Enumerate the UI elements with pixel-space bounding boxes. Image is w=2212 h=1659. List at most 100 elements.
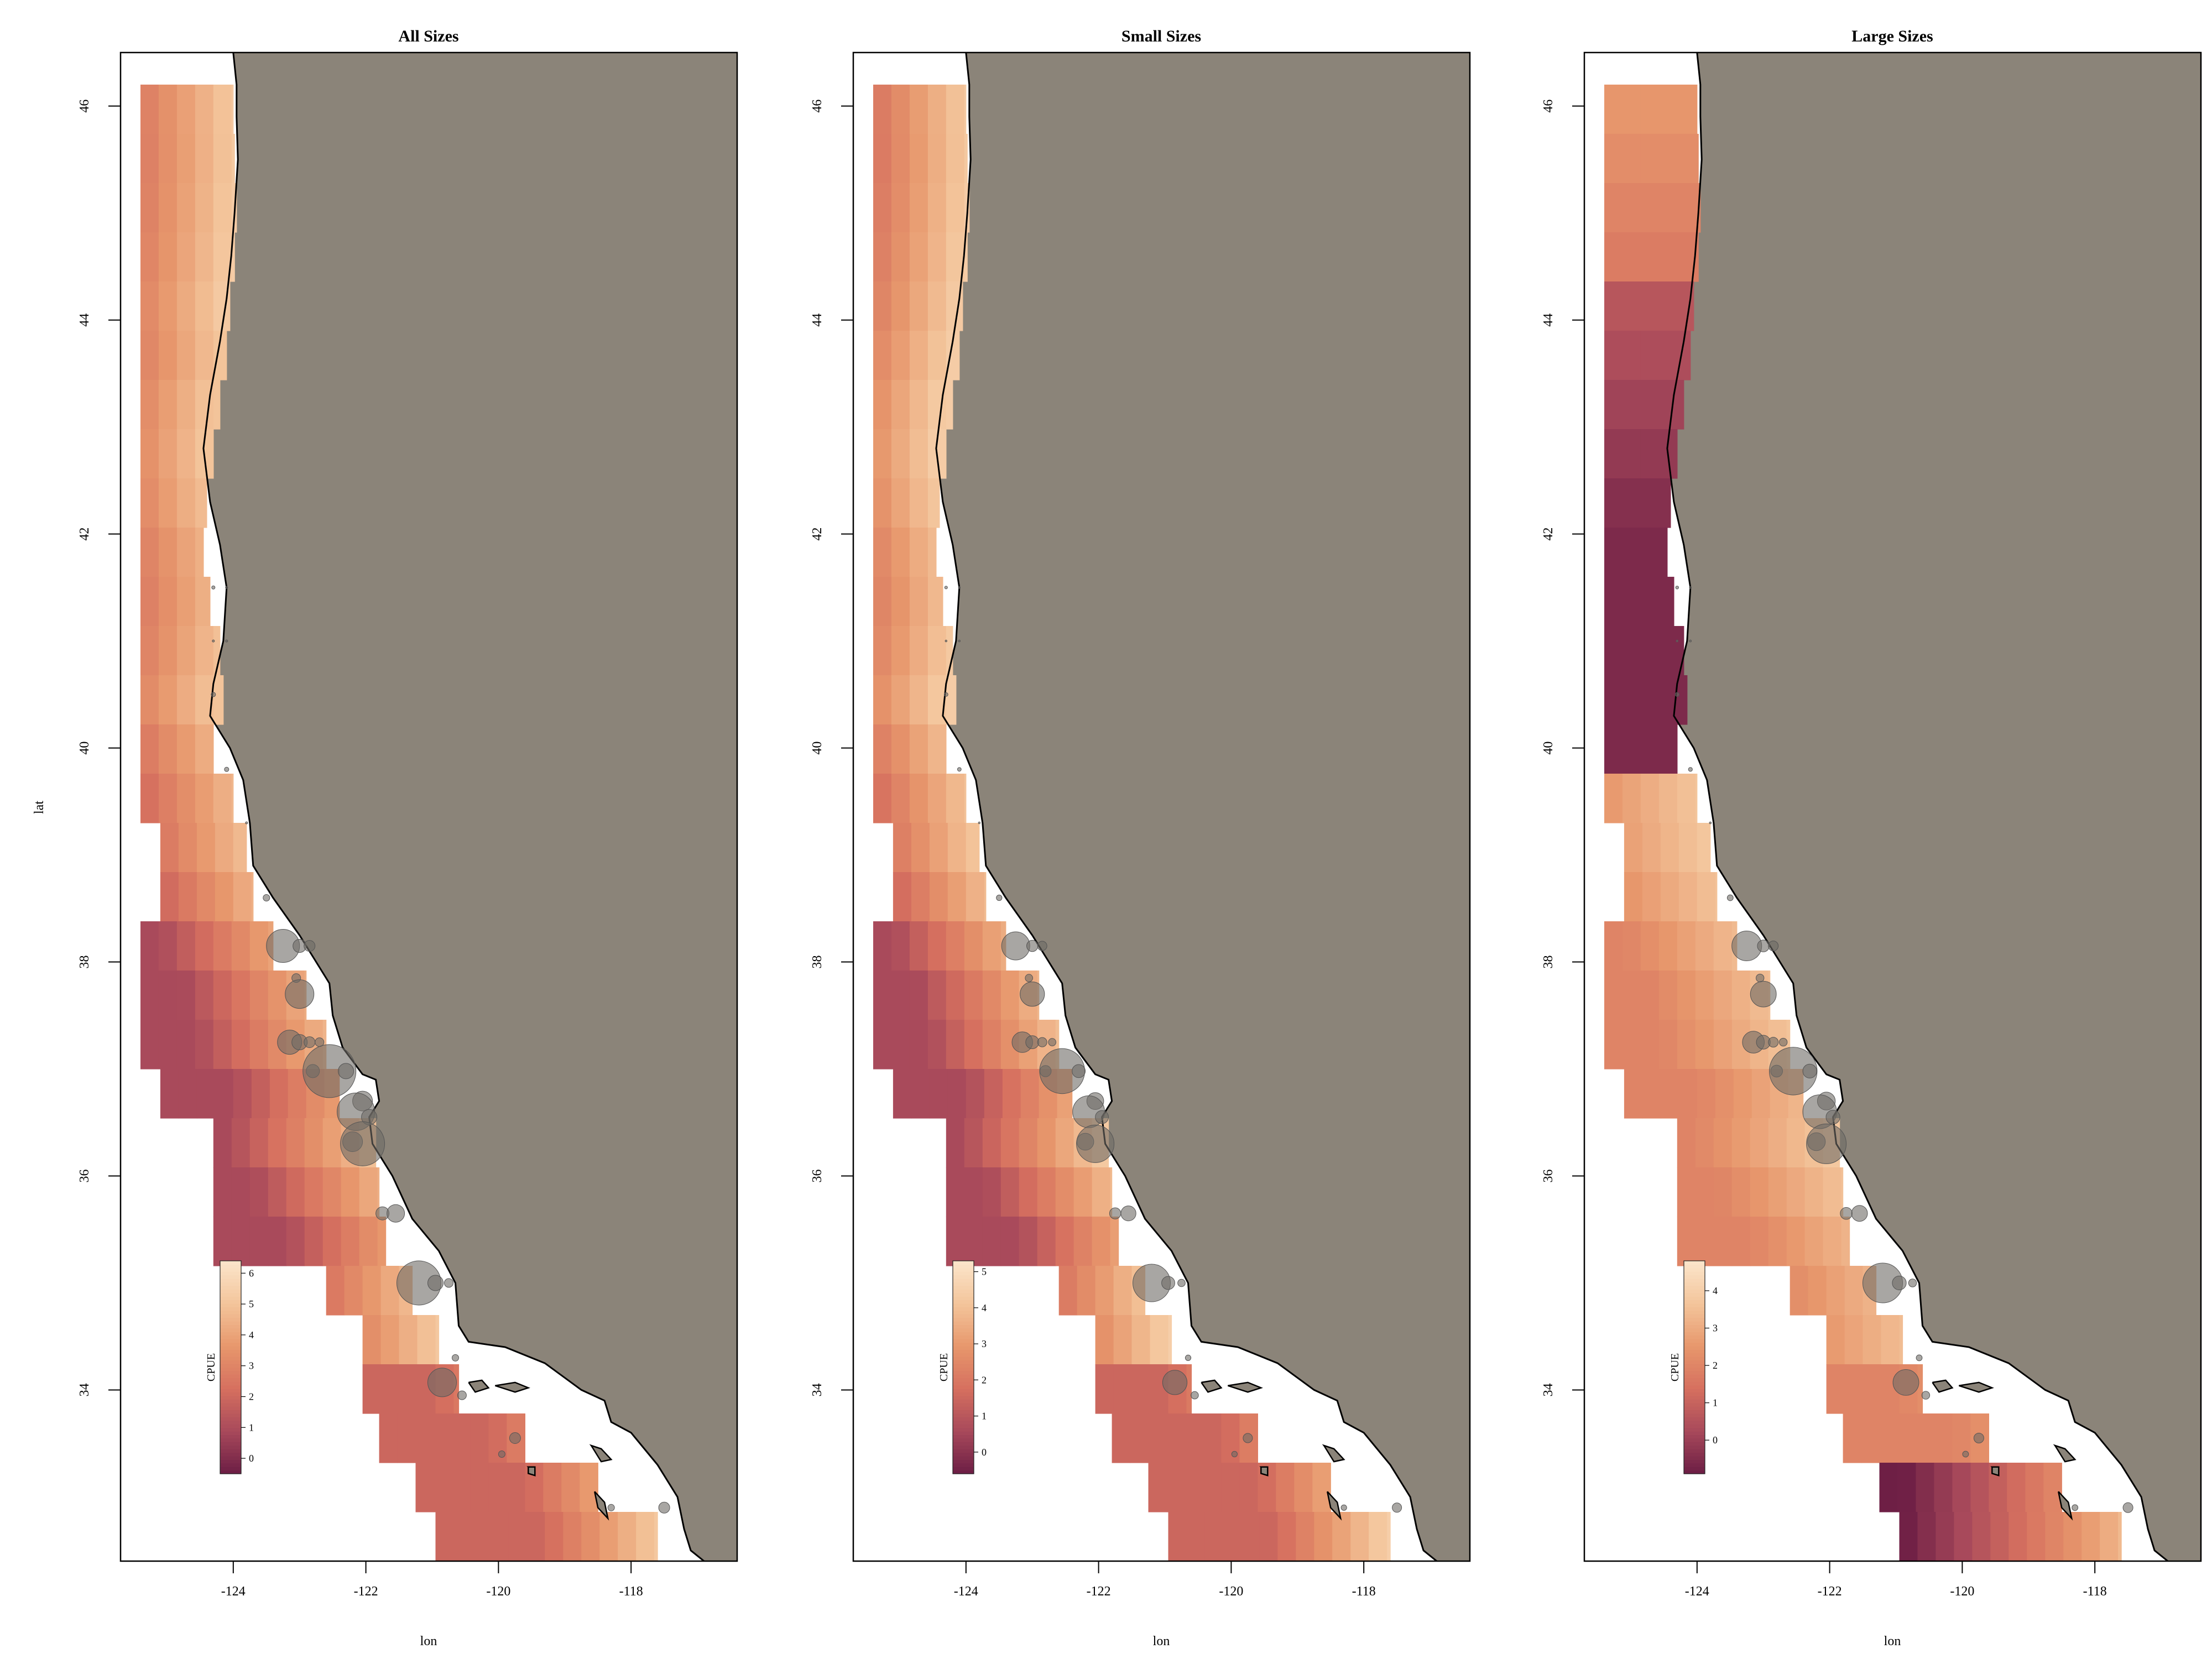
grid-cell [946,1020,965,1070]
colorbar-step [220,1385,241,1389]
grid-cell [1622,331,1641,380]
grid-cell [909,232,928,282]
grid-cell [909,774,928,823]
colorbar-tick-label: 5 [249,1298,254,1310]
colorbar-step [220,1289,241,1293]
grid-cell [140,429,159,479]
grid-cell [1112,1413,1131,1463]
grid-cell [269,1069,289,1119]
grid-cell [646,1610,665,1659]
grid-cell [1897,1413,1917,1463]
grid-cell [873,675,892,725]
colorbar-step [953,1392,974,1396]
panel-title: Large Sizes [1851,27,1933,45]
grid-cell [873,281,892,331]
grid-cell [195,232,214,282]
grid-cell [1150,1315,1169,1365]
grid-cell [1695,971,1714,1020]
grid-cell [1660,872,1679,922]
grid-cell [176,971,196,1020]
grid-cell [946,380,953,430]
grid-cell [927,478,940,528]
colorbar-step [953,1367,974,1371]
grid-cell [1604,183,1623,233]
colorbar-step [1684,1332,1705,1336]
grid-cell [213,1118,232,1168]
colorbar [1683,1260,1709,1474]
grid-cell [213,134,232,184]
grid-cell [1604,232,1623,282]
grid-cell [873,626,892,676]
grid-cell [1131,1364,1151,1414]
station-bubble [1802,1063,1817,1079]
colorbar-step [953,1310,974,1314]
grid-cell [1095,1364,1114,1414]
grid-cell [1640,331,1660,380]
grid-cell [1269,1561,1288,1611]
grid-cell [927,921,947,971]
y-tick-label: 42 [1541,528,1556,541]
land-mass [936,53,1470,1561]
colorbar-step [220,1360,241,1364]
grid-cell [1073,1217,1093,1266]
x-tick-label: -120 [1219,1584,1243,1599]
plot-frame [119,51,738,1562]
y-tick-label: 38 [77,956,92,969]
grid-cell [1713,1217,1733,1266]
colorbar-tick-label: 4 [249,1329,254,1340]
station-bubble [1191,1391,1199,1400]
grid-cell [158,183,178,233]
grid-cell [1677,1167,1696,1217]
grid-cell [158,478,178,528]
colorbar-step [953,1289,974,1293]
grid-cell [1826,1266,1845,1316]
colorbar-step [220,1389,241,1392]
grid-cell [1259,1512,1278,1561]
colorbar-step [220,1314,241,1318]
grid-cell [1604,675,1623,725]
grid-cell [873,429,892,479]
grid-cell [1350,1512,1369,1561]
grid-cell [176,380,196,430]
y-tick-label: 36 [1541,1170,1556,1183]
station-bubble [1161,1276,1175,1290]
grid-cell [873,774,892,823]
station-bubble [1177,1279,1186,1287]
grid-cell [909,528,928,577]
grid-cell [1092,1217,1111,1266]
grid-cell [268,1167,287,1217]
grid-cell [946,1217,965,1266]
grid-cell [1640,1020,1660,1070]
grid-cell [927,232,947,282]
grid-cell [1055,1020,1060,1070]
grid-cell [213,1167,232,1217]
panel-large-sizes: Large Sizes lon -124 -122 -120 -118 34 3… [1541,27,2202,1648]
grid-cell [1658,232,1678,282]
grid-cell [518,1561,537,1611]
grid-cell [580,1463,598,1512]
grid-cell [213,921,232,971]
grid-cell [1019,1118,1038,1168]
station-bubble [245,821,248,825]
grid-cell [1804,1167,1824,1217]
grid-cell [140,1020,159,1070]
island [594,1491,609,1521]
grid-cell [176,232,196,282]
grid-cell [927,724,947,774]
grid-cell [359,1217,378,1266]
grid-cell [555,1561,573,1611]
colorbar-step [1684,1427,1705,1432]
grid-cell [1713,971,1733,1020]
grid-cell [946,921,965,971]
colorbar-step [220,1431,241,1435]
island [1259,1466,1269,1477]
grid-cell [1677,85,1696,134]
colorbar-step [953,1427,974,1432]
grid-cell [1332,1512,1351,1561]
colorbar-tick-label: 1 [982,1411,987,1422]
colorbar-step [220,1335,241,1339]
grid-cell [1658,478,1671,528]
grid-cell [380,1266,400,1316]
colorbar-step [220,1349,241,1354]
colorbar-step [1684,1335,1705,1339]
